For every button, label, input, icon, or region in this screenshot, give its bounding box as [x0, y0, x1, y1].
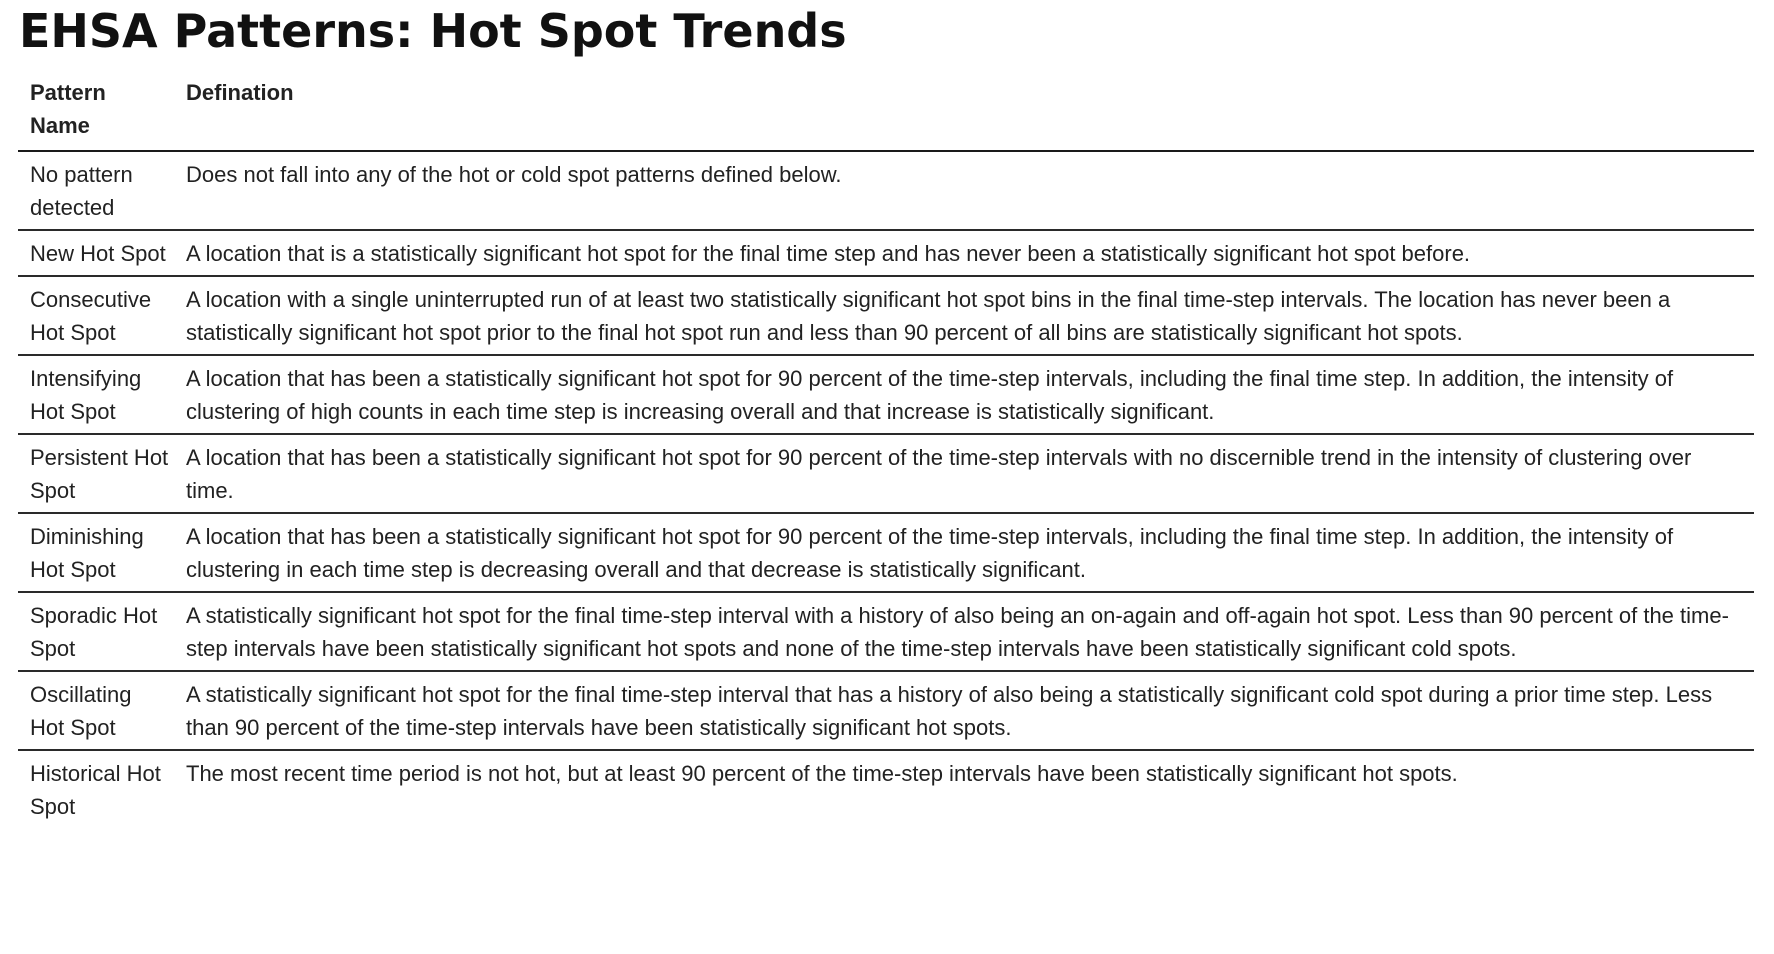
definition-cell: A location that has been a statistically… — [180, 355, 1754, 435]
table-row: Diminishing Hot Spot A location that has… — [18, 513, 1754, 593]
column-header-definition: Defination — [180, 68, 1754, 152]
patterns-table: Pattern Name Defination No pattern detec… — [18, 68, 1754, 828]
pattern-name-cell: No pattern detected — [18, 151, 180, 231]
definition-cell: A location that has been a statistically… — [180, 513, 1754, 593]
table-row: Consecutive Hot Spot A location with a s… — [18, 276, 1754, 356]
table-row: Persistent Hot Spot A location that has … — [18, 434, 1754, 514]
page-title: EHSA Patterns: Hot Spot Trends — [19, 4, 847, 58]
definition-cell: A location that has been a statistically… — [180, 434, 1754, 514]
table-row: New Hot Spot A location that is a statis… — [18, 230, 1754, 277]
table-header: Pattern Name Defination — [18, 68, 1754, 152]
table-row: Sporadic Hot Spot A statistically signif… — [18, 592, 1754, 672]
definition-cell: Does not fall into any of the hot or col… — [180, 151, 1754, 231]
header-row: Pattern Name Defination — [18, 68, 1754, 152]
pattern-name-cell: Sporadic Hot Spot — [18, 592, 180, 672]
table-row: Historical Hot Spot The most recent time… — [18, 750, 1754, 828]
definition-cell: A statistically significant hot spot for… — [180, 671, 1754, 751]
pattern-name-cell: Intensifying Hot Spot — [18, 355, 180, 435]
column-header-pattern-name: Pattern Name — [18, 68, 180, 152]
pattern-name-cell: New Hot Spot — [18, 230, 180, 277]
table-row: Intensifying Hot Spot A location that ha… — [18, 355, 1754, 435]
definition-cell: A location with a single uninterrupted r… — [180, 276, 1754, 356]
definition-cell: A statistically significant hot spot for… — [180, 592, 1754, 672]
pattern-name-cell: Consecutive Hot Spot — [18, 276, 180, 356]
pattern-name-cell: Historical Hot Spot — [30, 761, 161, 819]
table-body: No pattern detected Does not fall into a… — [18, 151, 1754, 828]
pattern-name-cell: Persistent Hot Spot — [18, 434, 180, 514]
pattern-name-cell: Diminishing Hot Spot — [18, 513, 180, 593]
table-row: No pattern detected Does not fall into a… — [18, 151, 1754, 231]
definition-cell: The most recent time period is not hot, … — [186, 761, 1458, 786]
pattern-name-cell: Oscillating Hot Spot — [18, 671, 180, 751]
table-row: Oscillating Hot Spot A statistically sig… — [18, 671, 1754, 751]
definition-cell: A location that is a statistically signi… — [180, 230, 1754, 277]
